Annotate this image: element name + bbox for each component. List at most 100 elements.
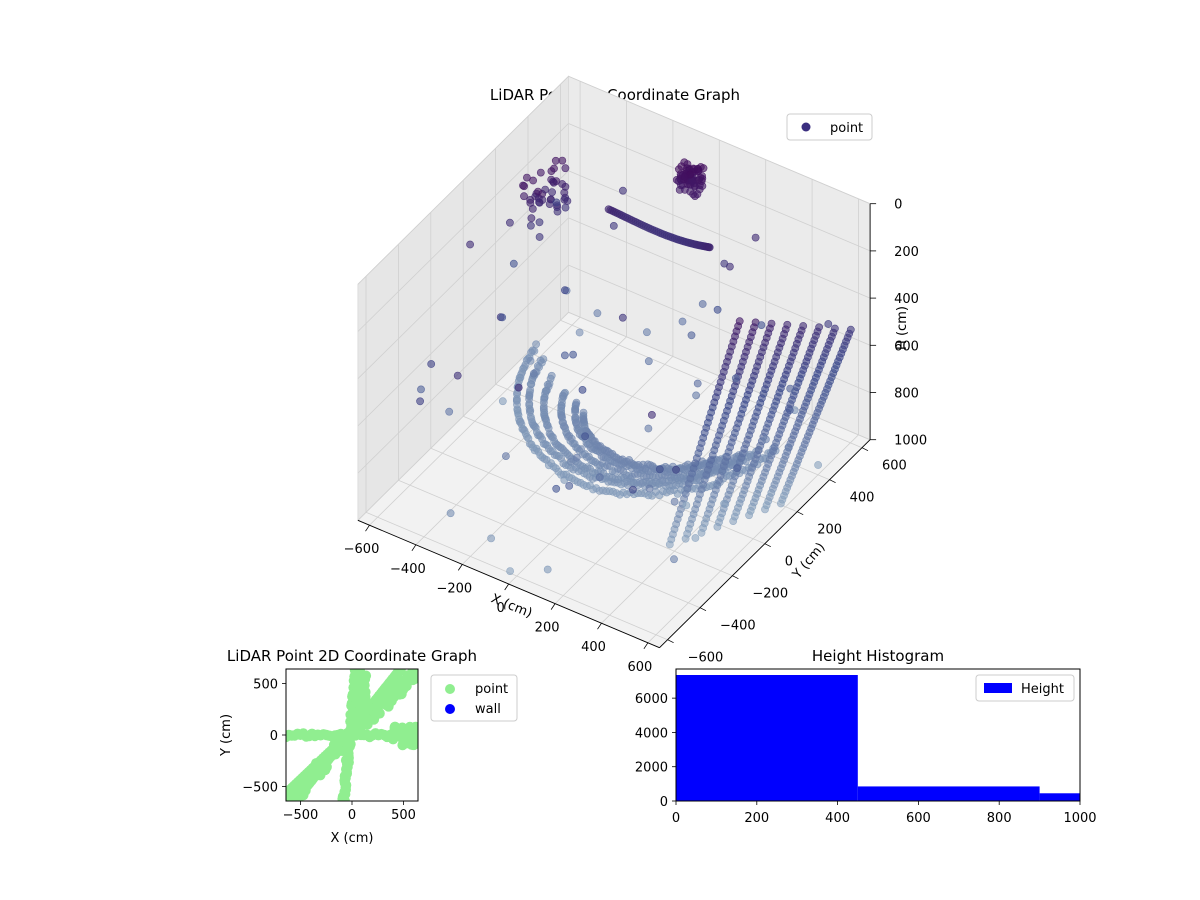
point <box>609 221 618 230</box>
point <box>619 186 627 195</box>
point <box>575 328 584 337</box>
point-2d <box>341 737 352 748</box>
point <box>552 198 561 207</box>
y-tick-label-2d: 0 <box>270 729 278 744</box>
y-tick-label: −600 <box>688 651 724 666</box>
y-tick-label-2d: −500 <box>242 781 278 796</box>
point <box>815 323 823 332</box>
point <box>561 164 570 173</box>
point <box>720 499 728 508</box>
point <box>831 324 839 333</box>
point-2d <box>356 690 367 701</box>
point <box>417 385 425 394</box>
point <box>534 187 542 196</box>
point-2d <box>291 794 302 801</box>
z-tick-label: 200 <box>894 245 919 260</box>
point <box>691 192 699 200</box>
point <box>505 218 514 227</box>
point <box>558 156 567 165</box>
grid-left-h <box>357 76 569 285</box>
point <box>682 501 691 510</box>
x-tick <box>457 564 463 571</box>
point <box>814 461 822 469</box>
y-tick-label: −400 <box>720 619 756 634</box>
point-2d <box>311 758 322 769</box>
x-tick-label-2d: −500 <box>283 808 319 823</box>
point-2d <box>300 785 311 796</box>
histogram-bars <box>676 675 1080 801</box>
point <box>416 397 424 406</box>
y-tick-label: −200 <box>752 587 788 602</box>
point <box>520 182 528 191</box>
point <box>677 162 686 171</box>
point <box>688 177 696 186</box>
histogram-x-tick-label: 1000 <box>1063 811 1096 826</box>
histogram-x-tick-label: 600 <box>906 811 931 826</box>
x-tick-label: 400 <box>581 640 606 655</box>
grid-back-h <box>568 75 871 205</box>
point <box>678 317 687 326</box>
y-tick <box>732 575 739 580</box>
point <box>453 371 462 380</box>
y-tick <box>764 543 771 548</box>
point <box>523 173 531 182</box>
point-2d <box>411 669 418 679</box>
point <box>595 473 604 482</box>
point-2d <box>323 751 334 762</box>
x-tick-label: 0 <box>497 601 505 616</box>
point-2d <box>389 722 400 733</box>
point <box>751 233 760 242</box>
chart-2d-legend-marker-point <box>445 684 455 694</box>
point <box>846 325 855 334</box>
grid-floor-x <box>647 434 859 644</box>
grid-floor-x <box>554 395 766 604</box>
point <box>560 476 569 484</box>
point <box>535 233 544 241</box>
chart-2d-legend: point wall <box>430 674 518 722</box>
point <box>735 317 744 326</box>
point <box>566 457 575 466</box>
histogram-x-tick-label: 0 <box>672 811 680 826</box>
histogram-x-tick-label: 200 <box>744 811 769 826</box>
y-tick-label-2d: 500 <box>253 677 278 692</box>
point <box>692 391 700 400</box>
grid-floor-y <box>527 351 830 481</box>
point <box>498 397 507 406</box>
x-tick-label-2d: 500 <box>391 808 416 823</box>
point <box>644 424 653 433</box>
chart-2d-legend-label-wall: wall <box>475 702 501 717</box>
point <box>629 485 637 494</box>
point <box>551 156 560 165</box>
point <box>563 197 572 205</box>
point <box>618 313 627 322</box>
chart-3d-legend-marker <box>801 122 811 132</box>
z-tick-label: 400 <box>894 292 919 307</box>
point <box>784 443 793 452</box>
point-2d <box>303 776 314 787</box>
point-2d <box>356 728 367 740</box>
histogram-y-tick-label: 4000 <box>635 726 668 741</box>
point-2d <box>368 714 380 725</box>
chart-2d-xlabel: X (cm) <box>331 831 374 846</box>
point-2d <box>311 769 322 780</box>
point-2d <box>378 697 389 708</box>
point <box>565 481 574 490</box>
x-tick-label: 200 <box>535 621 560 636</box>
y-tick <box>829 479 836 484</box>
histogram-title: Height Histogram <box>812 647 944 665</box>
point <box>548 188 556 197</box>
point <box>552 484 561 493</box>
histogram-legend-label: Height <box>1021 682 1064 697</box>
point-2d <box>396 677 407 688</box>
y-tick-label: 0 <box>785 555 793 570</box>
point <box>536 168 545 177</box>
x-tick <box>597 622 602 630</box>
y-tick <box>667 639 674 644</box>
point <box>648 410 656 419</box>
x-tick <box>411 544 417 552</box>
point <box>713 305 722 314</box>
point <box>506 567 514 575</box>
histogram-ticks: 0 200 400 600 800 1000 0 2000 4000 6000 <box>635 692 1097 826</box>
z-tick-label: 600 <box>894 339 919 354</box>
point <box>561 182 570 191</box>
